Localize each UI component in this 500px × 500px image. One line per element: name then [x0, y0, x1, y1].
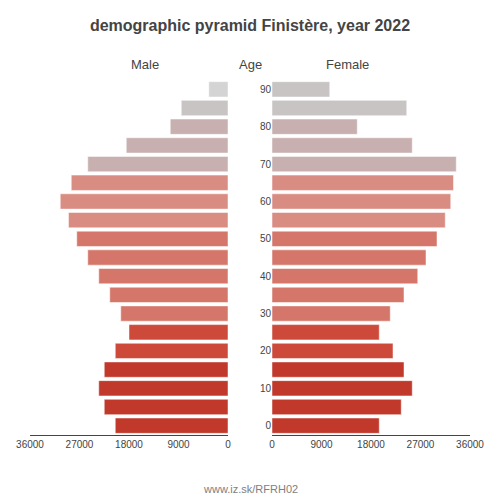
svg-text:70: 70 [260, 159, 272, 170]
svg-text:20: 20 [260, 345, 272, 356]
svg-text:10: 10 [260, 383, 272, 394]
svg-text:36000: 36000 [16, 439, 44, 450]
svg-text:0: 0 [269, 439, 275, 450]
svg-text:Female: Female [326, 57, 369, 72]
svg-text:0: 0 [225, 439, 231, 450]
svg-text:27000: 27000 [407, 439, 435, 450]
svg-text:40: 40 [260, 271, 272, 282]
svg-text:18000: 18000 [357, 439, 385, 450]
svg-text:0: 0 [265, 420, 271, 431]
svg-text:9000: 9000 [310, 439, 333, 450]
svg-text:27000: 27000 [66, 439, 94, 450]
svg-text:50: 50 [260, 233, 272, 244]
svg-text:18000: 18000 [115, 439, 143, 450]
svg-text:www.iz.sk/RFRH02: www.iz.sk/RFRH02 [203, 483, 298, 495]
svg-text:Male: Male [131, 57, 159, 72]
svg-text:60: 60 [260, 196, 272, 207]
svg-text:36000: 36000 [456, 439, 484, 450]
svg-text:demographic pyramid Finistère,: demographic pyramid Finistère, year 2022 [90, 17, 410, 34]
svg-text:80: 80 [260, 121, 272, 132]
svg-text:Age: Age [239, 57, 262, 72]
svg-text:9000: 9000 [167, 439, 190, 450]
svg-text:30: 30 [260, 308, 272, 319]
svg-text:90: 90 [260, 84, 272, 95]
